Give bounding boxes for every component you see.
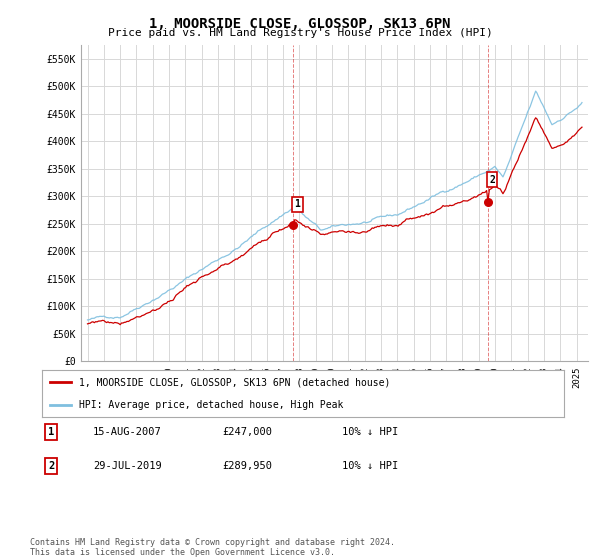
Text: HPI: Average price, detached house, High Peak: HPI: Average price, detached house, High…	[79, 400, 343, 410]
Text: 2: 2	[48, 461, 54, 471]
Text: 2: 2	[489, 175, 495, 185]
Text: 10% ↓ HPI: 10% ↓ HPI	[342, 461, 398, 471]
Text: 10% ↓ HPI: 10% ↓ HPI	[342, 427, 398, 437]
Text: 1: 1	[295, 199, 300, 209]
Text: Contains HM Land Registry data © Crown copyright and database right 2024.
This d: Contains HM Land Registry data © Crown c…	[30, 538, 395, 557]
Point	[289, 221, 298, 230]
Text: Price paid vs. HM Land Registry's House Price Index (HPI): Price paid vs. HM Land Registry's House …	[107, 28, 493, 38]
Text: 1, MOORSIDE CLOSE, GLOSSOP, SK13 6PN: 1, MOORSIDE CLOSE, GLOSSOP, SK13 6PN	[149, 17, 451, 31]
Text: £289,950: £289,950	[222, 461, 272, 471]
Text: 1, MOORSIDE CLOSE, GLOSSOP, SK13 6PN (detached house): 1, MOORSIDE CLOSE, GLOSSOP, SK13 6PN (de…	[79, 377, 390, 388]
Text: 15-AUG-2007: 15-AUG-2007	[93, 427, 162, 437]
Point	[483, 197, 493, 206]
Text: £247,000: £247,000	[222, 427, 272, 437]
Text: 29-JUL-2019: 29-JUL-2019	[93, 461, 162, 471]
Text: 1: 1	[48, 427, 54, 437]
